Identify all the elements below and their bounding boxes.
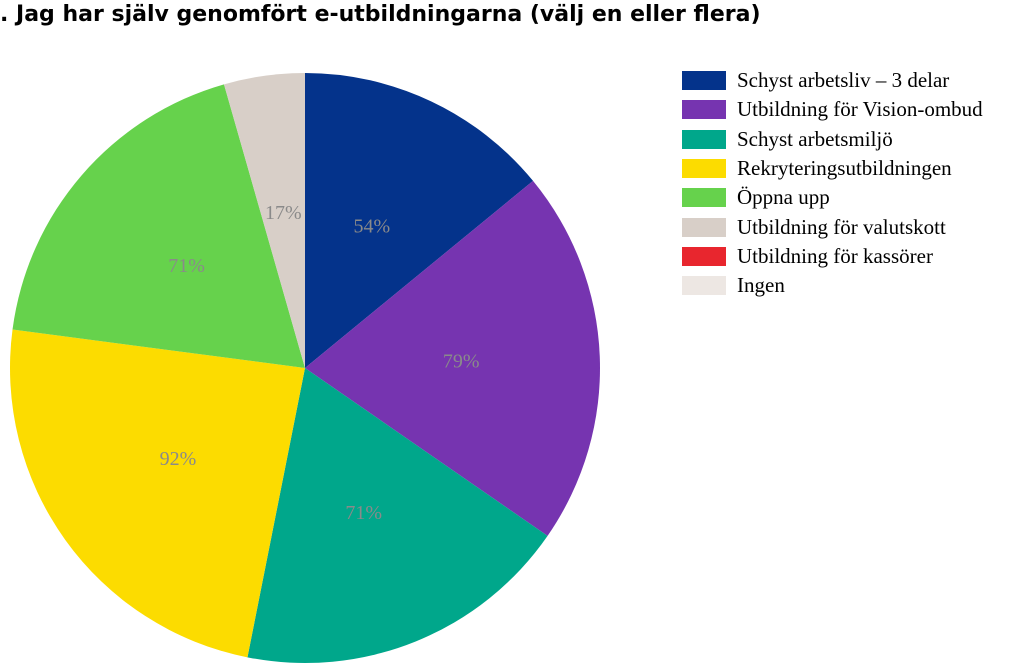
- legend-label: Utbildning för Vision-ombud: [737, 97, 983, 122]
- legend-swatch: [682, 217, 726, 237]
- pie-slice: [305, 73, 534, 368]
- data-label: 71%: [168, 255, 205, 277]
- legend-label: Ingen: [737, 273, 785, 298]
- legend-item: Utbildning för Vision-ombud: [682, 95, 983, 124]
- legend-swatch: [682, 100, 726, 120]
- legend-label: Öppna upp: [737, 185, 830, 210]
- legend-label: Rekryteringsutbildningen: [737, 156, 952, 181]
- legend-label: Schyst arbetsliv – 3 delar: [737, 68, 950, 93]
- legend-swatch: [682, 276, 726, 296]
- pie-slice: [12, 84, 305, 369]
- legend-item: Schyst arbetsliv – 3 delar: [682, 66, 983, 95]
- legend-item: Öppna upp: [682, 183, 983, 212]
- legend-item: Rekryteringsutbildningen: [682, 154, 983, 183]
- legend-label: Utbildning för valutskott: [737, 214, 946, 239]
- pie-slices: [9, 73, 600, 663]
- data-label: 79%: [443, 351, 480, 373]
- pie-slice: [247, 368, 548, 663]
- chart-title: . Jag har själv genomfört e-utbildningar…: [0, 2, 761, 27]
- legend-item: Schyst arbetsmiljö: [682, 125, 983, 154]
- legend-swatch: [682, 71, 726, 91]
- data-label: 54%: [354, 216, 391, 238]
- pie-slice: [9, 329, 305, 658]
- legend-item: Utbildning för kassörer: [682, 242, 983, 271]
- data-label: 71%: [345, 502, 382, 524]
- legend-item: Utbildning för valutskott: [682, 212, 983, 241]
- legend-swatch: [682, 129, 726, 149]
- legend-swatch: [682, 246, 726, 266]
- pie-slice: [223, 73, 305, 368]
- legend-swatch: [682, 188, 726, 208]
- legend-label: Schyst arbetsmiljö: [737, 126, 893, 151]
- data-label: 92%: [160, 448, 197, 470]
- legend-label: Utbildning för kassörer: [737, 243, 933, 268]
- legend-swatch: [682, 159, 726, 179]
- chart-legend: Schyst arbetsliv – 3 delar Utbildning för…: [682, 66, 983, 300]
- pie-data-labels: 54% 79% 71% 92% 71% 17%: [160, 202, 480, 524]
- pie-slice: [305, 180, 600, 536]
- legend-item: Ingen: [682, 271, 983, 300]
- data-label: 17%: [265, 202, 302, 224]
